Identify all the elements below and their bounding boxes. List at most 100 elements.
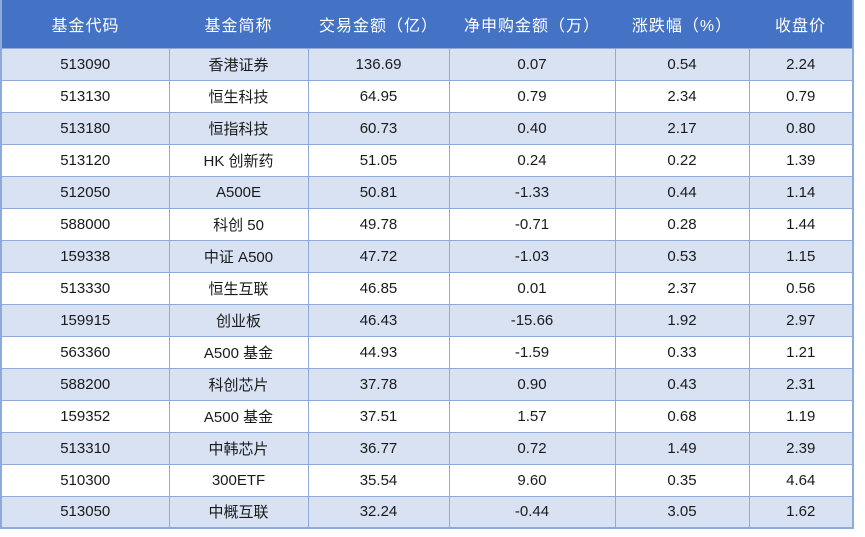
change-pct-cell: 0.44 xyxy=(614,175,750,209)
table-row: 513330 恒生互联 46.85 0.01 2.37 0.56 xyxy=(0,271,854,305)
column-header-net-subscription: 净申购金额（万） xyxy=(449,0,615,48)
fund-code-cell: 513180 xyxy=(0,111,170,145)
close-price-cell: 2.31 xyxy=(748,367,854,401)
trade-amount-cell: 32.24 xyxy=(307,495,450,529)
fund-name-cell: 300ETF xyxy=(168,463,309,497)
fund-code-cell: 563360 xyxy=(0,335,170,369)
table-row: 159352 A500 基金 37.51 1.57 0.68 1.19 xyxy=(0,399,854,433)
fund-code-cell: 513130 xyxy=(0,79,170,113)
close-price-cell: 1.19 xyxy=(748,399,854,433)
fund-code-cell: 588000 xyxy=(0,207,170,241)
change-pct-cell: 2.17 xyxy=(614,111,750,145)
table-row: 513090 香港证券 136.69 0.07 0.54 2.24 xyxy=(0,47,854,81)
close-price-cell: 2.97 xyxy=(748,303,854,337)
fund-code-cell: 512050 xyxy=(0,175,170,209)
close-price-cell: 1.39 xyxy=(748,143,854,177)
fund-code-cell: 513330 xyxy=(0,271,170,305)
close-price-cell: 0.79 xyxy=(748,79,854,113)
net-subscription-cell: 0.40 xyxy=(448,111,616,145)
trade-amount-cell: 50.81 xyxy=(307,175,450,209)
fund-table-header: 基金代码 基金简称 交易金额（亿） 净申购金额（万） 涨跌幅（%） 收盘价 xyxy=(1,0,853,48)
fund-code-cell: 510300 xyxy=(0,463,170,497)
table-row: 513050 中概互联 32.24 -0.44 3.05 1.62 xyxy=(0,495,854,529)
change-pct-cell: 3.05 xyxy=(614,495,750,529)
close-price-cell: 1.44 xyxy=(748,207,854,241)
net-subscription-cell: -0.71 xyxy=(448,207,616,241)
column-header-fund-code: 基金代码 xyxy=(1,0,169,48)
fund-table-body: 513090 香港证券 136.69 0.07 0.54 2.24 513130 恒生科技 64… xyxy=(0,47,854,529)
net-subscription-cell: -0.44 xyxy=(448,495,616,529)
table-row: 588200 科创芯片 37.78 0.90 0.43 2.31 xyxy=(0,367,854,401)
close-price-cell: 1.14 xyxy=(748,175,854,209)
fund-name-cell: 科创 50 xyxy=(168,207,309,241)
close-price-cell: 0.56 xyxy=(748,271,854,305)
change-pct-cell: 0.43 xyxy=(614,367,750,401)
close-price-cell: 4.64 xyxy=(748,463,854,497)
trade-amount-cell: 136.69 xyxy=(307,47,450,81)
table-row: 512050 A500E 50.81 -1.33 0.44 1.14 xyxy=(0,175,854,209)
fund-code-cell: 513310 xyxy=(0,431,170,465)
close-price-cell: 1.62 xyxy=(748,495,854,529)
trade-amount-cell: 44.93 xyxy=(307,335,450,369)
net-subscription-cell: 0.24 xyxy=(448,143,616,177)
net-subscription-cell: 0.01 xyxy=(448,271,616,305)
column-header-close-price: 收盘价 xyxy=(749,0,853,48)
fund-name-cell: 中概互联 xyxy=(168,495,309,529)
change-pct-cell: 0.68 xyxy=(614,399,750,433)
change-pct-cell: 0.28 xyxy=(614,207,750,241)
trade-amount-cell: 60.73 xyxy=(307,111,450,145)
table-row: 513310 中韩芯片 36.77 0.72 1.49 2.39 xyxy=(0,431,854,465)
net-subscription-cell: -1.59 xyxy=(448,335,616,369)
fund-name-cell: 恒指科技 xyxy=(168,111,309,145)
net-subscription-cell: 0.79 xyxy=(448,79,616,113)
fund-name-cell: 恒生互联 xyxy=(168,271,309,305)
column-header-fund-name: 基金简称 xyxy=(169,0,308,48)
fund-code-cell: 159338 xyxy=(0,239,170,273)
change-pct-cell: 0.22 xyxy=(614,143,750,177)
header-row: 基金代码 基金简称 交易金额（亿） 净申购金额（万） 涨跌幅（%） 收盘价 xyxy=(1,0,853,48)
table-row: 588000 科创 50 49.78 -0.71 0.28 1.44 xyxy=(0,207,854,241)
close-price-cell: 1.15 xyxy=(748,239,854,273)
fund-code-cell: 513120 xyxy=(0,143,170,177)
fund-name-cell: 中韩芯片 xyxy=(168,431,309,465)
table-row: 510300 300ETF 35.54 9.60 0.35 4.64 xyxy=(0,463,854,497)
fund-name-cell: 中证 A500 xyxy=(168,239,309,273)
trade-amount-cell: 36.77 xyxy=(307,431,450,465)
column-header-change-pct: 涨跌幅（%） xyxy=(615,0,749,48)
fund-name-cell: A500 基金 xyxy=(168,335,309,369)
table-row: 513130 恒生科技 64.95 0.79 2.34 0.79 xyxy=(0,79,854,113)
fund-name-cell: 科创芯片 xyxy=(168,367,309,401)
change-pct-cell: 2.34 xyxy=(614,79,750,113)
fund-name-cell: 恒生科技 xyxy=(168,79,309,113)
trade-amount-cell: 37.51 xyxy=(307,399,450,433)
table-row: 159915 创业板 46.43 -15.66 1.92 2.97 xyxy=(0,303,854,337)
fund-name-cell: A500 基金 xyxy=(168,399,309,433)
fund-code-cell: 159352 xyxy=(0,399,170,433)
close-price-cell: 0.80 xyxy=(748,111,854,145)
net-subscription-cell: -1.33 xyxy=(448,175,616,209)
close-price-cell: 2.24 xyxy=(748,47,854,81)
net-subscription-cell: 0.72 xyxy=(448,431,616,465)
change-pct-cell: 0.35 xyxy=(614,463,750,497)
net-subscription-cell: 1.57 xyxy=(448,399,616,433)
fund-name-cell: 香港证券 xyxy=(168,47,309,81)
trade-amount-cell: 37.78 xyxy=(307,367,450,401)
fund-name-cell: 创业板 xyxy=(168,303,309,337)
table-row: 513120 HK 创新药 51.05 0.24 0.22 1.39 xyxy=(0,143,854,177)
close-price-cell: 2.39 xyxy=(748,431,854,465)
table-row: 563360 A500 基金 44.93 -1.59 0.33 1.21 xyxy=(0,335,854,369)
net-subscription-cell: -15.66 xyxy=(448,303,616,337)
fund-code-cell: 588200 xyxy=(0,367,170,401)
fund-name-cell: A500E xyxy=(168,175,309,209)
trade-amount-cell: 35.54 xyxy=(307,463,450,497)
trade-amount-cell: 46.43 xyxy=(307,303,450,337)
trade-amount-cell: 49.78 xyxy=(307,207,450,241)
change-pct-cell: 2.37 xyxy=(614,271,750,305)
trade-amount-cell: 51.05 xyxy=(307,143,450,177)
trade-amount-cell: 47.72 xyxy=(307,239,450,273)
table-row: 513180 恒指科技 60.73 0.40 2.17 0.80 xyxy=(0,111,854,145)
net-subscription-cell: -1.03 xyxy=(448,239,616,273)
change-pct-cell: 0.54 xyxy=(614,47,750,81)
table-row: 159338 中证 A500 47.72 -1.03 0.53 1.15 xyxy=(0,239,854,273)
